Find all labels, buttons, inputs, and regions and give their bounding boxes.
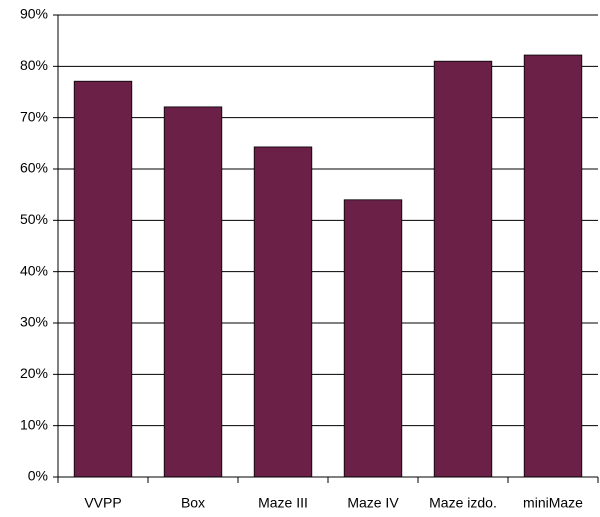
x-tick-label: Maze III xyxy=(258,495,308,511)
bar xyxy=(253,146,313,478)
bar xyxy=(163,106,223,478)
y-tick-label: 80% xyxy=(20,57,48,73)
x-tick-label: Maze IV xyxy=(347,495,399,511)
bar xyxy=(433,60,493,478)
y-tick-label: 50% xyxy=(20,211,48,227)
bar xyxy=(73,80,133,478)
x-tick-label: Maze izdo. xyxy=(429,495,497,511)
y-tick-label: 90% xyxy=(20,6,48,22)
y-tick-label: 10% xyxy=(20,416,48,432)
bar xyxy=(343,199,403,478)
x-tick-label: Box xyxy=(181,495,205,511)
x-tick-label: miniMaze xyxy=(523,495,583,511)
y-tick-label: 0% xyxy=(28,468,48,484)
y-tick-label: 40% xyxy=(20,262,48,278)
y-tick-label: 20% xyxy=(20,365,48,381)
y-tick-label: 30% xyxy=(20,314,48,330)
y-tick-label: 60% xyxy=(20,160,48,176)
x-tick-label: VVPP xyxy=(84,495,121,511)
y-tick-label: 70% xyxy=(20,108,48,124)
bar xyxy=(523,54,583,478)
